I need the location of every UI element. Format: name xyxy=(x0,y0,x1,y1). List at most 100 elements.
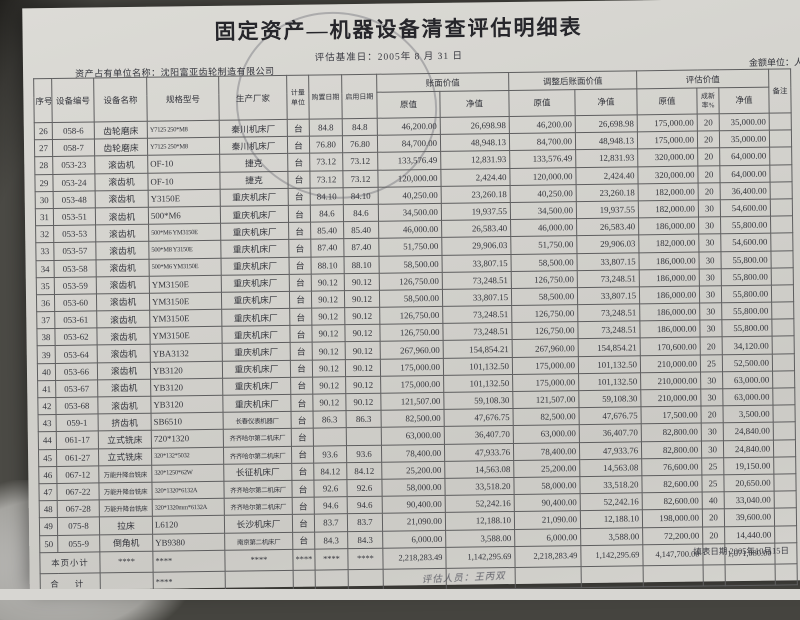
cell: 重庆机床厂 xyxy=(222,308,290,326)
col-header-book-net: 净值 xyxy=(440,91,509,118)
cell: 45 xyxy=(38,449,56,466)
cell-remark xyxy=(772,302,794,319)
cell-remark xyxy=(770,147,792,164)
cell-remark xyxy=(774,491,796,508)
cell: 46 xyxy=(39,466,57,483)
cell: 55,800.00 xyxy=(721,216,771,234)
cell: L6120 xyxy=(152,516,224,534)
cell: 48 xyxy=(39,501,57,518)
cell xyxy=(348,569,383,590)
cell: 滚齿机 xyxy=(96,259,149,277)
cell: 滚齿机 xyxy=(96,224,149,242)
cell: 26,583.40 xyxy=(442,220,511,238)
cell: 58,500.00 xyxy=(379,255,442,273)
cell: 34,500.00 xyxy=(378,203,441,221)
cell: 20 xyxy=(703,526,725,543)
cell: 126,750.00 xyxy=(512,322,578,340)
cell: 053-67 xyxy=(56,380,98,398)
cell-remark xyxy=(774,457,796,474)
cell: 滚齿机 xyxy=(95,156,148,174)
cell: 059-1 xyxy=(56,414,98,432)
cell: 重庆机床厂 xyxy=(222,343,290,361)
cell: 170,600.00 xyxy=(640,337,700,355)
cell: 48,948.13 xyxy=(575,132,637,150)
cell: 46,200.00 xyxy=(509,116,575,134)
cell-remark xyxy=(772,353,794,370)
cell-remark xyxy=(775,525,797,542)
cell: 500*M6 YM3150E xyxy=(149,223,221,241)
cell: 台 xyxy=(291,377,313,394)
cell: 55,800.00 xyxy=(721,251,771,269)
cell: 55,800.00 xyxy=(722,302,772,320)
cell: 24,840.00 xyxy=(723,422,773,440)
cell: 滚齿机 xyxy=(96,293,149,311)
cell: 067-12 xyxy=(57,466,99,484)
cell: 40,250.00 xyxy=(378,186,441,204)
cell: 154,854.21 xyxy=(578,338,640,356)
cell: 26,698.98 xyxy=(440,117,509,135)
cell: 39,600.00 xyxy=(724,508,774,526)
cell: 210,000.00 xyxy=(640,355,700,373)
cell: 20 xyxy=(698,165,720,182)
cell-remark xyxy=(771,285,793,302)
cell xyxy=(581,565,643,587)
cell: **** xyxy=(100,551,153,573)
cell-remark xyxy=(774,508,796,525)
cell xyxy=(643,565,703,587)
cell: 210,000.00 xyxy=(641,372,701,390)
cell: 500*M6 xyxy=(148,206,220,224)
cell-remark xyxy=(771,267,793,284)
cell: 33,807.15 xyxy=(577,252,639,270)
fill-date-label: 填表日期 2005年10月15日 xyxy=(693,544,789,557)
cell: 053-57 xyxy=(54,242,96,260)
cell: 47 xyxy=(39,483,57,500)
cell: 90.12 xyxy=(312,308,345,326)
cell: 053-53 xyxy=(54,225,96,243)
cell: 120,000.00 xyxy=(378,169,441,187)
group-header-assessed-value: 评估价值 xyxy=(637,69,769,89)
cell: 28 xyxy=(35,157,53,174)
cell: 175,000.00 xyxy=(637,131,697,149)
cell: 2,424.40 xyxy=(441,168,510,186)
cell: 重庆机床厂 xyxy=(221,291,289,309)
cell: 053-48 xyxy=(53,191,95,209)
cell: 33 xyxy=(36,243,54,260)
cell: 63,000.00 xyxy=(723,388,773,406)
cell: YM3150E xyxy=(150,327,222,345)
cell: 20 xyxy=(697,131,719,148)
cell: 滚齿机 xyxy=(98,379,151,397)
cell-remark xyxy=(770,199,792,216)
cell: YM3150E xyxy=(149,292,221,310)
cell: **** xyxy=(348,548,383,569)
cell: 12,831.93 xyxy=(441,151,510,169)
cell: 59,108.30 xyxy=(579,390,641,408)
cell: 90.12 xyxy=(344,290,379,308)
cell: 053-68 xyxy=(56,397,98,415)
cell-remark xyxy=(773,405,795,422)
cell: 182,000.00 xyxy=(638,183,698,201)
cell: 长征机床厂 xyxy=(224,463,292,481)
cell: 210,000.00 xyxy=(641,389,701,407)
cell: 25 xyxy=(702,475,724,492)
cell: 6,000.00 xyxy=(515,528,581,546)
cell: 40 xyxy=(37,363,55,380)
cell: 320*1320mm*6132A xyxy=(152,498,224,516)
cell: 台 xyxy=(288,205,310,222)
cell: 133,576.49 xyxy=(510,150,576,168)
cell: 重庆机床厂 xyxy=(221,223,289,241)
cell: 台 xyxy=(292,463,314,480)
cell: 64,000.00 xyxy=(720,165,770,183)
cell: 捷克 xyxy=(220,171,288,189)
cell: 34 xyxy=(36,260,54,277)
cell: 3,588.00 xyxy=(446,529,515,547)
col-header-maker: 生产厂家 xyxy=(219,75,288,120)
cell: 182,000.00 xyxy=(639,234,699,252)
cell: 86.3 xyxy=(313,411,346,429)
cell-remark xyxy=(772,319,794,336)
cell: 6,000.00 xyxy=(383,530,446,548)
cell xyxy=(346,428,381,446)
cell: 55,800.00 xyxy=(721,285,771,303)
cell: 067-28 xyxy=(57,500,99,518)
cell: 46,000.00 xyxy=(511,219,577,237)
cell: 12,831.93 xyxy=(576,149,638,167)
